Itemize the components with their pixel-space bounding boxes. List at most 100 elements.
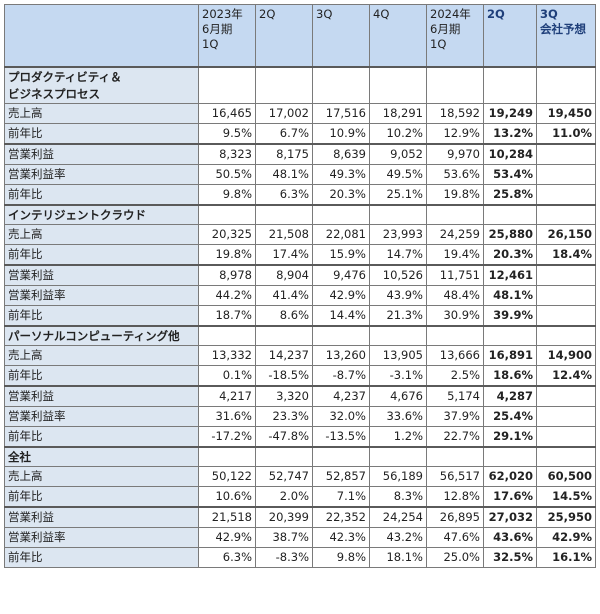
- table-row: 前年比 -17.2% -47.8% -13.5% 1.2% 22.7% 29.1%: [4, 426, 596, 448]
- value-cell: 10.9%: [312, 123, 370, 145]
- table-row: 営業利益率 31.6% 23.3% 32.0% 33.6% 37.9% 25.4%: [4, 406, 596, 427]
- value-cell: -13.5%: [312, 426, 370, 448]
- value-cell: 18,592: [426, 103, 484, 124]
- value-cell: 8.6%: [255, 305, 313, 327]
- empty-cell: [536, 325, 596, 346]
- empty-cell: [483, 66, 537, 104]
- value-cell: 0.1%: [198, 365, 256, 387]
- value-cell: -18.5%: [255, 365, 313, 387]
- empty-cell: [198, 446, 256, 467]
- header-cell-3q-forecast: 3Q 会社予想: [536, 4, 596, 68]
- value-cell: 25.4%: [483, 406, 537, 427]
- value-cell: 13,332: [198, 345, 256, 366]
- table-row: 営業利益 8,323 8,175 8,639 9,052 9,970 10,284: [4, 143, 596, 165]
- value-cell: 48.1%: [255, 164, 313, 185]
- empty-cell: [255, 446, 313, 467]
- value-cell: 20,399: [255, 506, 313, 528]
- value-cell: 9.8%: [312, 547, 370, 568]
- value-cell: [536, 143, 596, 165]
- value-cell: 18,291: [369, 103, 427, 124]
- empty-cell: [369, 204, 427, 225]
- value-cell: 19.8%: [426, 184, 484, 206]
- value-cell: 22,352: [312, 506, 370, 528]
- value-cell: 30.9%: [426, 305, 484, 327]
- value-cell: 29.1%: [483, 426, 537, 448]
- value-cell: [536, 264, 596, 286]
- table-row: 売上高 20,325 21,508 22,081 23,993 24,259 25,880 2…: [4, 224, 596, 245]
- table-row: 営業利益率 44.2% 41.4% 42.9% 43.9% 48.4% 48.1%: [4, 285, 596, 306]
- row-label: 前年比: [4, 305, 199, 327]
- section-title-row: 全社: [4, 446, 596, 467]
- empty-cell: [198, 66, 256, 104]
- row-label: 営業利益率: [4, 406, 199, 427]
- value-cell: 37.9%: [426, 406, 484, 427]
- header-cell-4q: 4Q: [369, 4, 427, 68]
- table-row: 売上高 16,465 17,002 17,516 18,291 18,592 19,249 1…: [4, 103, 596, 124]
- table-row: 営業利益 21,518 20,399 22,352 24,254 26,895 27,032…: [4, 506, 596, 528]
- value-cell: 20,325: [198, 224, 256, 245]
- empty-cell: [536, 204, 596, 225]
- value-cell: 18.6%: [483, 365, 537, 387]
- value-cell: -8.7%: [312, 365, 370, 387]
- value-cell: 4,287: [483, 385, 537, 407]
- value-cell: 17.4%: [255, 244, 313, 266]
- value-cell: 62,020: [483, 466, 537, 487]
- row-label: 売上高: [4, 345, 199, 366]
- empty-cell: [426, 66, 484, 104]
- value-cell: 18.1%: [369, 547, 427, 568]
- value-cell: -17.2%: [198, 426, 256, 448]
- value-cell: 7.1%: [312, 486, 370, 508]
- value-cell: 8,323: [198, 143, 256, 165]
- value-cell: 42.9%: [536, 527, 596, 548]
- table-row: 営業利益 8,978 8,904 9,476 10,526 11,751 12,461: [4, 264, 596, 286]
- value-cell: 22.7%: [426, 426, 484, 448]
- value-cell: 12,461: [483, 264, 537, 286]
- value-cell: 50,122: [198, 466, 256, 487]
- value-cell: 2.0%: [255, 486, 313, 508]
- value-cell: 15.9%: [312, 244, 370, 266]
- value-cell: 11,751: [426, 264, 484, 286]
- value-cell: 10.6%: [198, 486, 256, 508]
- row-label: 営業利益率: [4, 285, 199, 306]
- value-cell: 47.6%: [426, 527, 484, 548]
- value-cell: 22,081: [312, 224, 370, 245]
- value-cell: 21,518: [198, 506, 256, 528]
- value-cell: 12.4%: [536, 365, 596, 387]
- row-label: 売上高: [4, 103, 199, 124]
- value-cell: 41.4%: [255, 285, 313, 306]
- section-title: インテリジェントクラウド: [4, 204, 199, 225]
- value-cell: 24,259: [426, 224, 484, 245]
- financial-table: 2023年 6月期 1Q 2Q 3Q 4Q 2024年 6月期 1Q 2Q 3Q 会社予想…: [4, 4, 596, 568]
- value-cell: 42.3%: [312, 527, 370, 548]
- value-cell: 16,465: [198, 103, 256, 124]
- value-cell: 25.0%: [426, 547, 484, 568]
- row-label: 前年比: [4, 365, 199, 387]
- value-cell: 12.8%: [426, 486, 484, 508]
- header-cell-2q: 2Q: [255, 4, 313, 68]
- value-cell: -8.3%: [255, 547, 313, 568]
- section-title-line: インテリジェントクラウド: [8, 208, 146, 222]
- value-cell: 60,500: [536, 466, 596, 487]
- value-cell: 3,320: [255, 385, 313, 407]
- empty-cell: [536, 66, 596, 104]
- value-cell: 49.5%: [369, 164, 427, 185]
- value-cell: 42.9%: [312, 285, 370, 306]
- value-cell: 25.1%: [369, 184, 427, 206]
- table-row: 売上高 50,122 52,747 52,857 56,189 56,517 62,020 6…: [4, 466, 596, 487]
- value-cell: 43.2%: [369, 527, 427, 548]
- value-cell: 18.7%: [198, 305, 256, 327]
- empty-cell: [426, 204, 484, 225]
- table-row: 営業利益率 50.5% 48.1% 49.3% 49.5% 53.6% 53.4%: [4, 164, 596, 185]
- row-label: 営業利益率: [4, 164, 199, 185]
- section-title-line: 全社: [8, 450, 31, 464]
- value-cell: 25,950: [536, 506, 596, 528]
- value-cell: [536, 385, 596, 407]
- value-cell: -47.8%: [255, 426, 313, 448]
- empty-cell: [483, 204, 537, 225]
- value-cell: 43.9%: [369, 285, 427, 306]
- value-cell: 8,978: [198, 264, 256, 286]
- value-cell: 19.8%: [198, 244, 256, 266]
- value-cell: 52,747: [255, 466, 313, 487]
- section-title: パーソナルコンピューティング他: [4, 325, 199, 346]
- table-row: 前年比 18.7% 8.6% 14.4% 21.3% 30.9% 39.9%: [4, 305, 596, 327]
